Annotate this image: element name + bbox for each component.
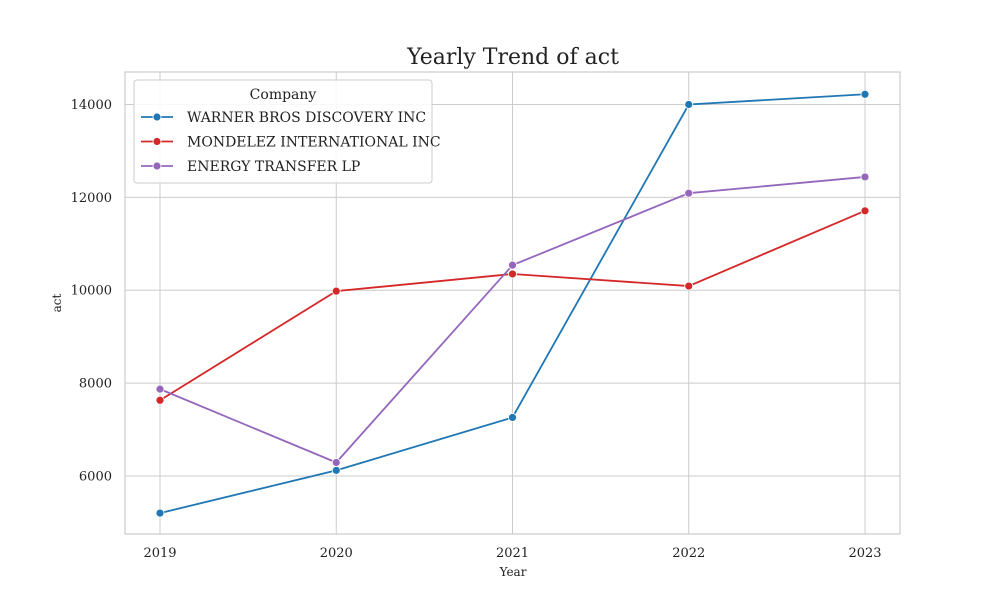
x-tick-label: 2023: [848, 546, 881, 561]
data-point: [684, 100, 694, 109]
legend-label: ENERGY TRANSFER LP: [187, 159, 360, 175]
series-3: [155, 172, 870, 467]
data-point: [331, 286, 341, 296]
x-axis-label: Year: [499, 565, 527, 579]
series-layer: [155, 89, 870, 518]
y-tick-label: 8000: [79, 377, 112, 392]
legend-item: MONDELEZ INTERNATIONAL INC: [141, 135, 441, 151]
data-point: [508, 269, 517, 279]
data-point: [508, 260, 517, 270]
legend-item: ENERGY TRANSFER LP: [141, 159, 360, 175]
data-point: [684, 281, 694, 291]
data-point: [155, 508, 165, 518]
data-point: [684, 188, 694, 198]
data-point: [331, 458, 341, 467]
x-tick-label: 2019: [143, 546, 176, 561]
legend: Company WARNER BROS DISCOVERY INC MONDELEZ…: [133, 79, 441, 184]
y-tick-label: 14000: [71, 98, 112, 113]
data-point: [860, 172, 870, 182]
series-1: [155, 89, 870, 518]
tick-labels: 2019 2020 2021 2022 2023 6000 8000 10000 12000 14…: [71, 98, 882, 561]
data-point: [155, 384, 165, 394]
legend-item: WARNER BROS DISCOVERY INC: [141, 110, 426, 126]
data-point: [860, 89, 870, 99]
legend-title: Company: [250, 87, 317, 103]
data-point: [860, 206, 870, 216]
plot-frame: [124, 71, 901, 535]
legend-marker: [152, 161, 162, 171]
y-tick-label: 12000: [71, 191, 112, 206]
data-point: [331, 465, 341, 475]
series-2: [155, 206, 870, 405]
x-tick-label: 2021: [496, 546, 529, 561]
data-point: [155, 395, 165, 405]
x-tick-label: 2022: [672, 546, 705, 561]
legend-marker: [152, 112, 162, 122]
x-tick-label: 2020: [320, 546, 353, 561]
legend-label: WARNER BROS DISCOVERY INC: [187, 110, 426, 126]
y-tick-label: 6000: [79, 469, 112, 484]
chart-title: Yearly Trend of act: [406, 45, 619, 70]
y-tick-label: 10000: [71, 284, 112, 299]
y-axis-label: act: [50, 293, 64, 312]
legend-box: [133, 79, 433, 184]
data-point: [508, 413, 517, 422]
legend-label: MONDELEZ INTERNATIONAL INC: [187, 135, 441, 151]
legend-marker: [152, 137, 162, 146]
